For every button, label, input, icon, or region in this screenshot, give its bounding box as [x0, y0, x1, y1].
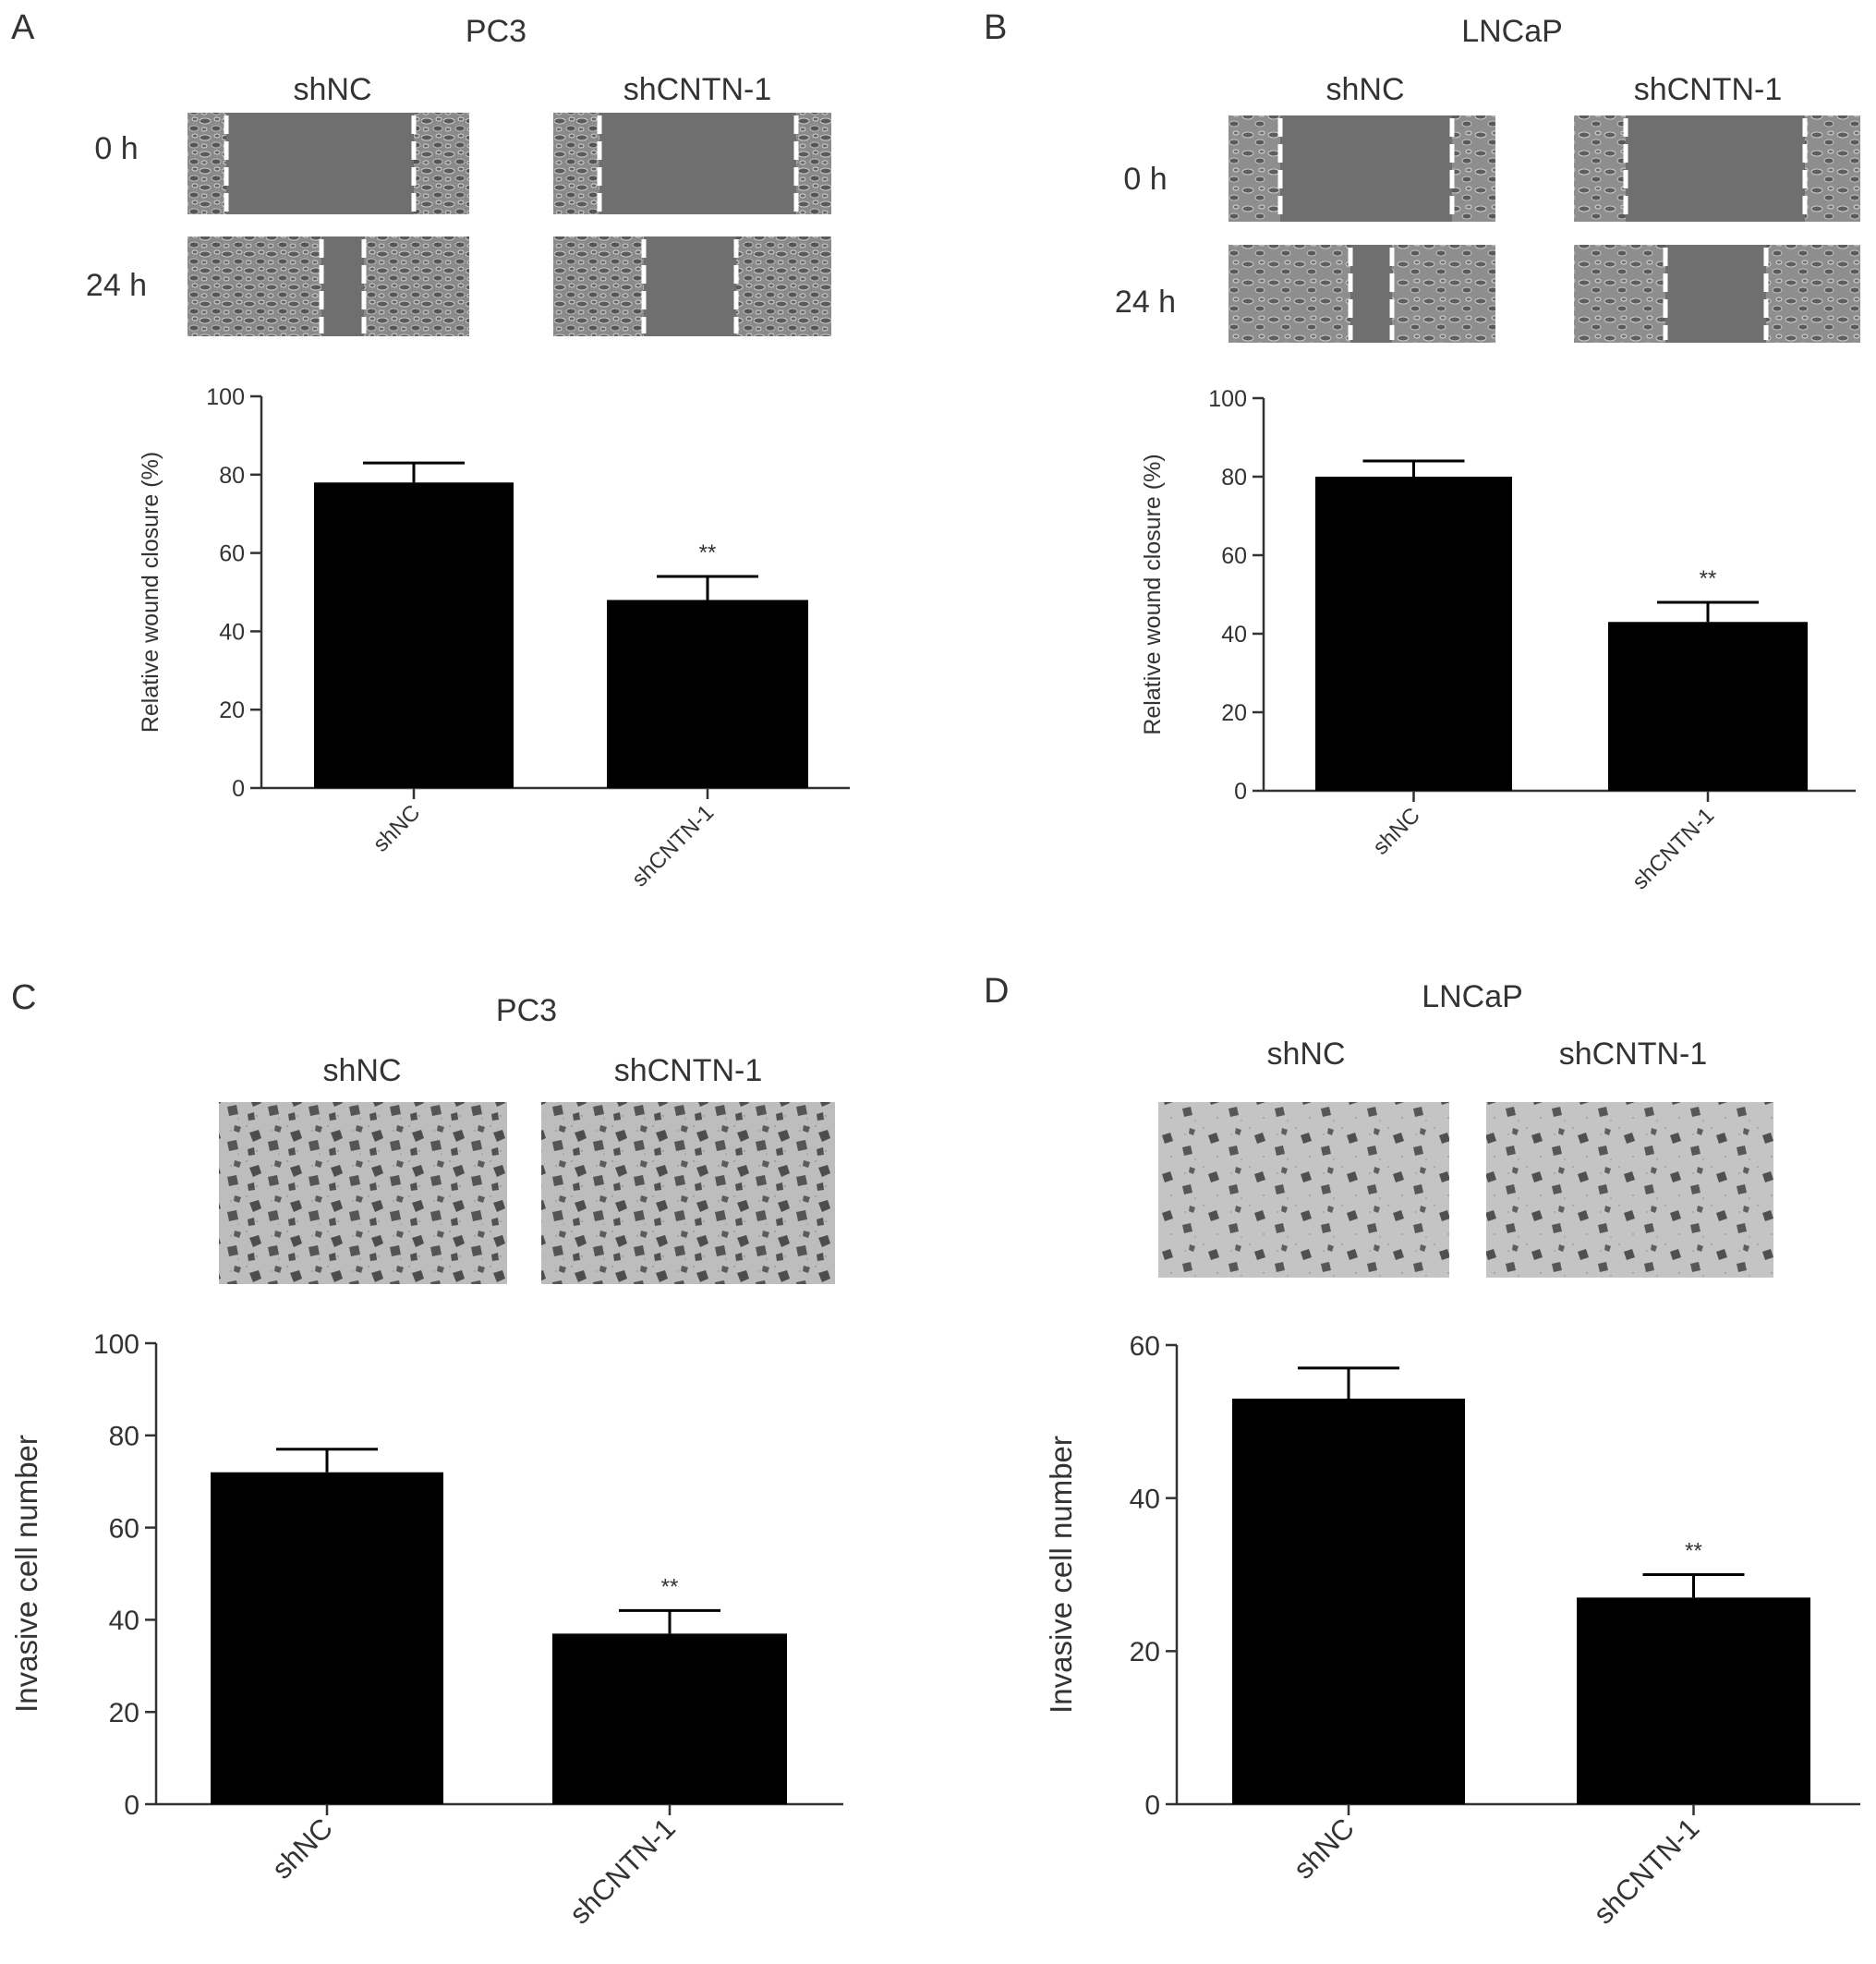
scratch-gap [1665, 245, 1766, 343]
micrograph [553, 236, 831, 336]
y-tick-label: 60 [1221, 543, 1247, 569]
micrograph-cells [219, 1102, 507, 1284]
scratch-gap [226, 113, 414, 214]
y-axis-label: Invasive cell number [9, 1435, 43, 1713]
bar-chart: 0 20 40 60 80 100 Relative wound closure (%) sh… [1140, 386, 1856, 894]
panel-letter: A [11, 8, 35, 47]
micrograph [1228, 245, 1495, 343]
panel-title: PC3 [466, 14, 526, 49]
y-tick-label: 20 [109, 1698, 139, 1728]
micrograph-group-label: shNC [1266, 1037, 1345, 1072]
time-label: 24 h [86, 268, 147, 303]
panel-title: LNCaP [1422, 979, 1523, 1014]
y-tick-label: 40 [219, 619, 245, 645]
y-tick-label: 100 [93, 1329, 139, 1360]
panel-letter: D [984, 972, 1009, 1011]
micrograph [1574, 115, 1860, 222]
y-tick-label: 100 [1208, 386, 1247, 412]
micrograph-group-label: shCNTN-1 [1634, 72, 1783, 107]
y-tick-label: 0 [232, 776, 245, 802]
bar [607, 600, 808, 788]
y-tick-label: 60 [1130, 1331, 1160, 1362]
x-tick-label: shCNTN-1 [563, 1812, 682, 1930]
scratch-gap [644, 236, 736, 336]
y-tick-label: 40 [109, 1606, 139, 1636]
micrograph-group-label: shNC [322, 1053, 401, 1088]
y-tick-label: 80 [219, 463, 245, 489]
x-tick-label: shNC [1368, 803, 1425, 860]
significance-marker: ** [1700, 566, 1717, 591]
micrograph-cells [1158, 1102, 1449, 1278]
bar [1315, 477, 1512, 791]
y-tick-label: 40 [1221, 622, 1247, 648]
y-tick-label: 80 [109, 1422, 139, 1452]
bar [211, 1472, 443, 1804]
panel-c: C PC3 shNC shCNTN-1 0 20 40 60 80 100 Invasive cel… [9, 978, 843, 1930]
micrograph-group-label: shCNTN-1 [623, 72, 772, 107]
x-tick-label: shCNTN-1 [1628, 803, 1719, 894]
bar-chart: 0 20 40 60 80 100 Relative wound closure (%) sh… [138, 384, 850, 891]
scratch-gap [1626, 115, 1805, 222]
micrograph [1486, 1102, 1773, 1278]
bar-chart: 0 20 40 60 Invasive cell number shNC ** shCNTN-… [1044, 1331, 1860, 1930]
micrograph-group-label: shCNTN-1 [1559, 1037, 1708, 1072]
bar [552, 1633, 787, 1804]
bar [1577, 1597, 1810, 1804]
bar [1608, 622, 1808, 791]
y-axis-label: Relative wound closure (%) [138, 452, 163, 733]
scratch-gap [1280, 115, 1452, 222]
y-tick-label: 0 [1234, 779, 1247, 805]
bar-chart: 0 20 40 60 80 100 Invasive cell number shNC ** sh… [9, 1329, 843, 1930]
scratch-gap [599, 113, 796, 214]
bar [1232, 1398, 1465, 1804]
x-tick-label: shNC [265, 1812, 339, 1885]
micrograph [1158, 1102, 1449, 1278]
scratch-gap [1350, 245, 1392, 343]
y-tick-label: 20 [1130, 1637, 1160, 1667]
y-tick-label: 40 [1130, 1484, 1160, 1514]
y-tick-label: 80 [1221, 465, 1247, 491]
y-tick-label: 0 [1144, 1790, 1160, 1821]
micrograph-group-label: shCNTN-1 [614, 1053, 763, 1088]
micrograph [188, 113, 469, 214]
x-tick-label: shCNTN-1 [627, 800, 719, 891]
micrograph [541, 1102, 835, 1284]
micrograph-group-label: shNC [293, 72, 371, 107]
y-axis-label: Relative wound closure (%) [1140, 454, 1166, 734]
panel-d: D LNCaP shNC shCNTN-1 0 20 40 60 Invasive cell n… [984, 972, 1860, 1930]
y-tick-label: 100 [206, 384, 245, 410]
y-axis-label: Invasive cell number [1044, 1436, 1078, 1714]
micrograph-cells [541, 1102, 835, 1284]
y-tick-label: 0 [124, 1790, 139, 1821]
panel-letter: C [11, 978, 36, 1017]
significance-marker: ** [1685, 1539, 1702, 1564]
micrograph-cells [1486, 1102, 1773, 1278]
panel-title: PC3 [496, 993, 557, 1028]
y-tick-label: 60 [109, 1513, 139, 1544]
bar [314, 482, 514, 788]
significance-marker: ** [699, 540, 717, 565]
x-tick-label: shNC [369, 800, 426, 857]
micrograph [1228, 115, 1495, 222]
micrograph [219, 1102, 507, 1284]
micrograph [1574, 245, 1860, 343]
panel-a: A PC3 shNC shCNTN-1 0 h 24 h 0 20 40 60 80 100 Relat… [11, 8, 850, 891]
x-tick-label: shNC [1287, 1812, 1361, 1885]
micrograph-group-label: shNC [1325, 72, 1404, 107]
micrograph [553, 113, 831, 214]
significance-marker: ** [661, 1574, 679, 1599]
panel-title: LNCaP [1461, 14, 1563, 49]
panel-b: B LNCaP shNC shCNTN-1 0 h 24 h 0 20 40 60 80 100 Rel… [984, 8, 1860, 894]
y-tick-label: 20 [219, 697, 245, 723]
micrograph [188, 236, 469, 336]
y-tick-label: 60 [219, 541, 245, 567]
panel-letter: B [984, 8, 1007, 47]
y-tick-label: 20 [1221, 700, 1247, 726]
time-label: 0 h [1123, 162, 1167, 197]
time-label: 24 h [1115, 285, 1176, 320]
x-tick-label: shCNTN-1 [1587, 1812, 1705, 1930]
scratch-gap [321, 236, 364, 336]
time-label: 0 h [94, 131, 138, 166]
